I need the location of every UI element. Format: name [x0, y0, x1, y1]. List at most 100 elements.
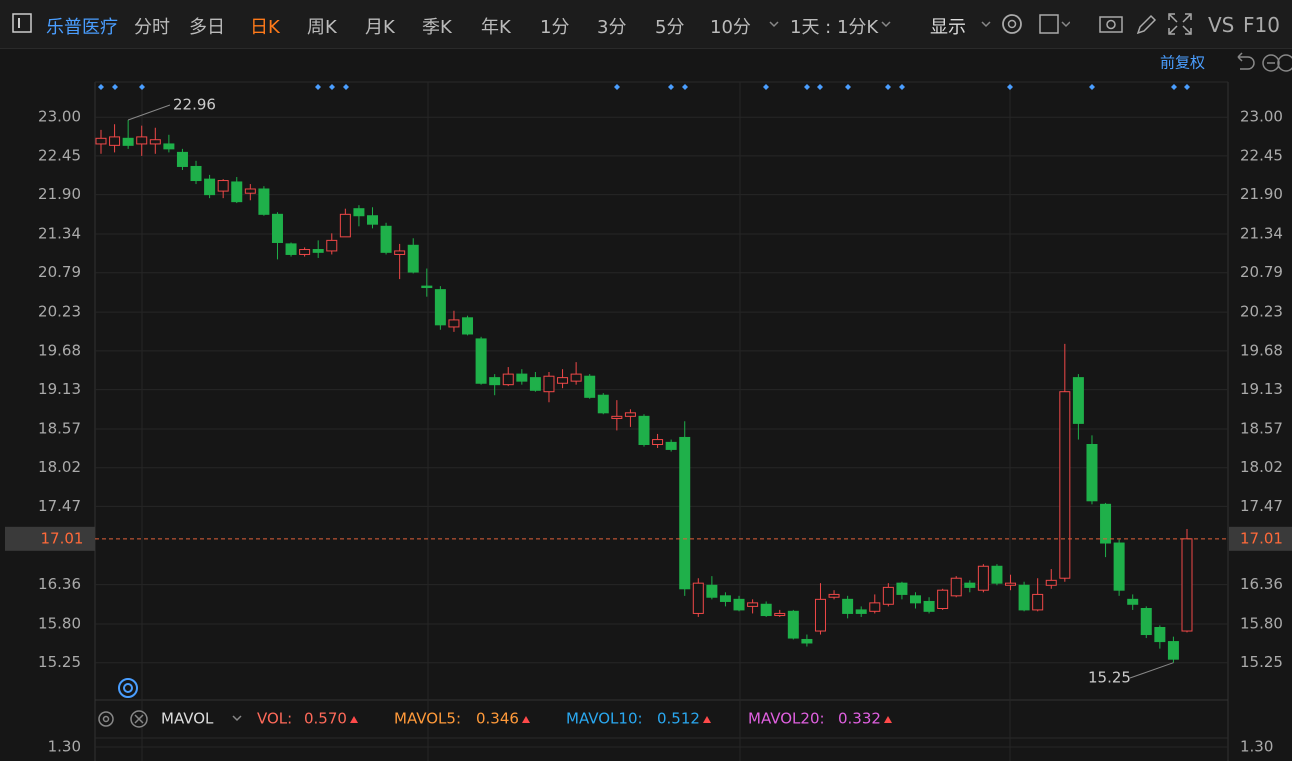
period-tab[interactable]: 1分: [540, 17, 570, 38]
candle-body: [801, 638, 813, 644]
candle-body: [299, 249, 311, 255]
vol-tick-label: 1.30: [48, 738, 81, 756]
candle-body: [231, 181, 243, 203]
period-tab[interactable]: 3分: [597, 17, 627, 38]
candle-body: [869, 602, 881, 612]
y-tick-label-right: 21.34: [1240, 225, 1283, 243]
candle-body: [353, 208, 365, 217]
candle-body: [923, 600, 935, 612]
period-tab[interactable]: 日K: [250, 17, 280, 38]
candle-body: [1181, 538, 1193, 632]
candle-body: [855, 609, 867, 614]
period[interactable]: 1天 : 1分K: [790, 17, 879, 38]
candle-body: [1100, 503, 1112, 544]
y-tick-label: 15.80: [38, 614, 81, 632]
candle-body: [163, 143, 175, 150]
last-price-box: [5, 526, 95, 551]
y-tick-label-right: 22.45: [1240, 146, 1283, 164]
candle-body: [529, 377, 541, 391]
y-tick-label-right: 18.57: [1240, 420, 1283, 438]
candle-body: [1140, 607, 1152, 636]
candle-body: [706, 584, 718, 598]
candle-body: [638, 415, 650, 445]
period-tab[interactable]: 季K: [422, 17, 452, 38]
candle-body: [584, 375, 596, 398]
candle-body: [326, 239, 338, 252]
candle-body: [842, 598, 854, 614]
adjust-mode[interactable]: 前复权: [1160, 54, 1205, 72]
candle-body: [882, 586, 894, 605]
period-tab[interactable]: 10分: [710, 17, 751, 38]
last-price-box-right: [1229, 526, 1292, 551]
candle-body: [258, 188, 270, 215]
candle-body: [1127, 598, 1139, 605]
y-tick-label-right: 20.23: [1240, 303, 1283, 321]
menu-icon[interactable]: [8, 0, 38, 48]
vol-item-value: 0.570: [304, 710, 347, 728]
y-tick-label: 22.45: [38, 146, 81, 164]
candle-body: [665, 441, 677, 450]
period-tab[interactable]: 月K: [365, 17, 395, 38]
toolbar-icons: [769, 14, 1070, 34]
display[interactable]: 显示: [930, 17, 966, 38]
candle-body: [774, 612, 786, 617]
candle-body: [190, 165, 202, 182]
candle-body: [407, 244, 419, 273]
candle-body: [339, 213, 351, 238]
period-tab[interactable]: 5分: [655, 17, 685, 38]
candle-body: [570, 373, 582, 382]
candle-body: [95, 137, 107, 145]
candle-body: [896, 582, 908, 595]
candle-body: [421, 285, 433, 289]
vol-indicator[interactable]: MAVOL: [161, 710, 214, 728]
candle-body: [176, 151, 188, 167]
vol-item-value: 0.332: [838, 710, 881, 728]
candle-body: [1154, 627, 1166, 643]
max-label: 22.96: [173, 96, 216, 114]
period-tab[interactable]: 多日: [189, 17, 225, 38]
vol-item-name: VOL:: [257, 710, 292, 728]
y-tick-label-right: 16.36: [1240, 575, 1283, 593]
candle-body: [149, 139, 161, 145]
candle-body: [1072, 377, 1084, 424]
period-tab[interactable]: 周K: [307, 17, 337, 38]
y-tick-label: 23.00: [38, 108, 81, 126]
candle-body: [828, 593, 840, 598]
vol-tick-label-right: 1.30: [1240, 738, 1273, 756]
candle-body: [964, 582, 976, 588]
candle-body: [367, 215, 378, 225]
y-tick-label-right: 17.47: [1240, 497, 1283, 515]
y-tick-label-right: 20.79: [1240, 263, 1283, 281]
candle-body: [475, 338, 487, 384]
y-tick-label: 20.79: [38, 263, 81, 281]
vol-item-value: 0.512: [657, 710, 700, 728]
vs-button[interactable]: VS: [1208, 13, 1235, 37]
tool-icons: [1099, 13, 1192, 35]
period-tab[interactable]: 年K: [481, 17, 511, 38]
vol-item-name: MAVOL20:: [748, 710, 825, 728]
candle-body: [312, 249, 324, 253]
candle-body: [760, 603, 772, 617]
y-tick-label: 21.34: [38, 225, 81, 243]
y-tick-label: 18.02: [38, 458, 81, 476]
y-tick-label-right: 19.68: [1240, 341, 1283, 359]
candle-body: [950, 577, 962, 597]
zoom-icon[interactable]: [118, 678, 138, 698]
adjust-icons: [1237, 52, 1292, 72]
stock-name[interactable]: 乐普医疗: [46, 17, 118, 38]
candle-body: [624, 412, 636, 417]
candle-body: [244, 188, 256, 194]
candle-body: [814, 598, 826, 632]
trend-arrow: [703, 716, 711, 723]
candle-body: [434, 289, 446, 326]
candle-body: [543, 375, 555, 393]
event-markers: [98, 84, 1190, 90]
candle-body: [462, 317, 474, 335]
f10-button[interactable]: F10: [1243, 13, 1280, 37]
y-tick-label: 15.25: [38, 653, 81, 671]
candle-body: [1113, 542, 1125, 591]
candle-body: [1086, 443, 1098, 502]
period-tab[interactable]: 分时: [134, 17, 170, 38]
candle-body: [1167, 641, 1179, 660]
candle-body: [597, 394, 609, 414]
